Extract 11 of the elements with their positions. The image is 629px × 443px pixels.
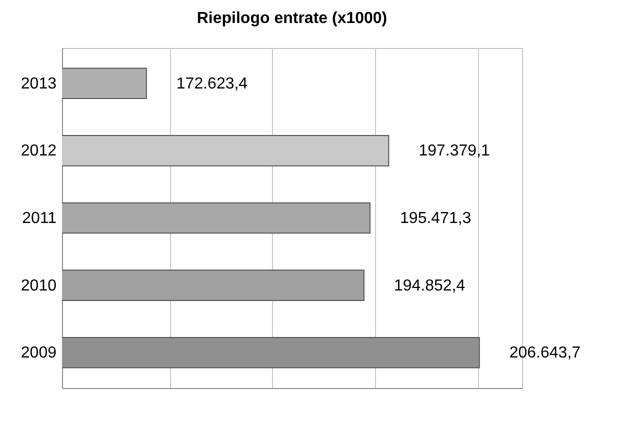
data-label: 195.471,3 — [400, 210, 472, 227]
data-label: 172.623,4 — [176, 75, 248, 92]
data-label: 194.852,4 — [394, 277, 466, 294]
chart-title: Riepilogo entrate (x1000) — [196, 10, 388, 27]
y-tick-label: 2010 — [20, 277, 57, 294]
data-label: 197.379,1 — [418, 142, 490, 160]
y-tick-label: 2009 — [20, 344, 57, 362]
y-tick-label: 2012 — [20, 142, 57, 160]
y-tick-label: 2011 — [22, 210, 57, 227]
data-label: 206.643,7 — [509, 344, 581, 362]
y-tick-label: 2013 — [20, 75, 57, 92]
